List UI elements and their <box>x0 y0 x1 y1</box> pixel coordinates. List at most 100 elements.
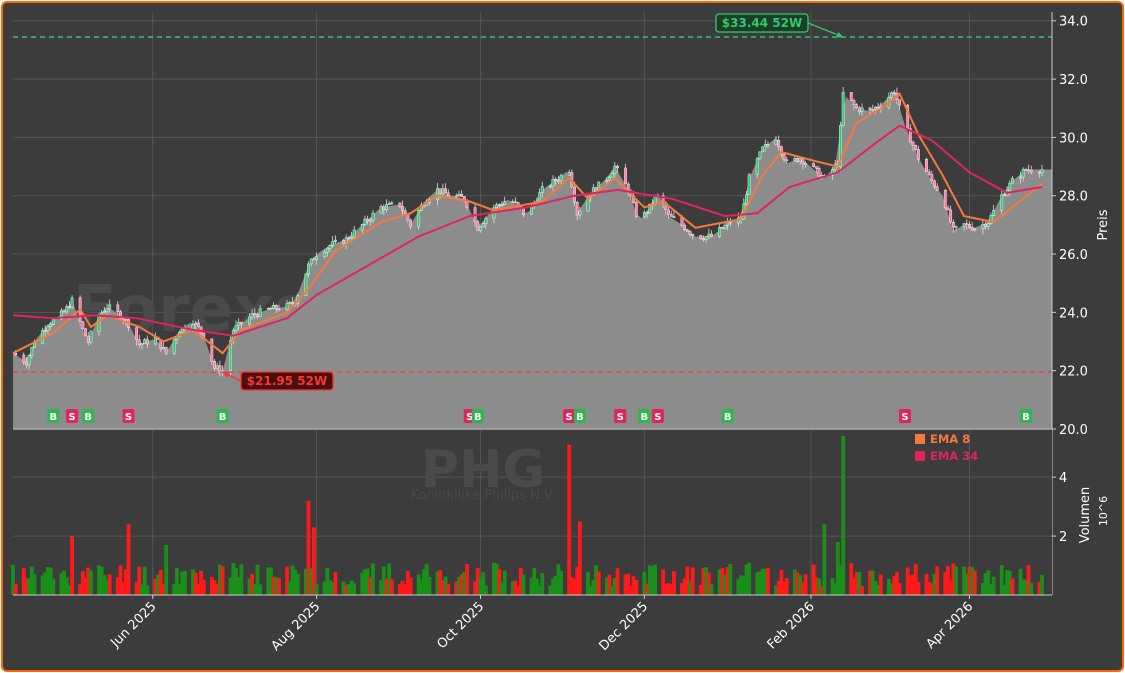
ticker-watermark: PHG <box>421 440 545 500</box>
candle-body <box>438 188 442 194</box>
volume-bar <box>309 568 314 595</box>
candle-body <box>441 188 445 194</box>
volume-bar <box>502 570 507 595</box>
candle-body <box>849 92 853 101</box>
volume-bar <box>811 564 816 595</box>
signal-label: B <box>724 412 732 423</box>
volume-bar <box>368 577 373 595</box>
volume-bar <box>21 568 26 595</box>
volume-bar <box>408 577 413 595</box>
candle-body <box>403 210 407 215</box>
volume-bar <box>424 564 429 595</box>
volume-bar <box>537 585 542 595</box>
candle-body <box>514 201 517 203</box>
volume-bar <box>755 572 760 595</box>
volume-bar <box>763 568 768 595</box>
volume-bar <box>177 584 182 595</box>
volume-bar <box>234 568 238 595</box>
price-tick-label: 22.0 <box>1059 365 1088 380</box>
volume-bar <box>102 574 107 595</box>
price-area <box>13 90 1052 429</box>
candle-body <box>1040 169 1044 174</box>
candle-body <box>874 106 877 110</box>
volume-bar <box>70 536 75 595</box>
volume-bar <box>889 583 894 595</box>
candle-body <box>446 192 450 197</box>
candle-body <box>702 238 705 241</box>
volume-bar <box>672 571 676 595</box>
volume-bar <box>142 566 147 595</box>
volume-bar <box>873 580 878 595</box>
volume-bar <box>465 564 469 595</box>
volume-bar <box>252 584 257 595</box>
high-52w-label: $33.44 52W <box>722 16 802 30</box>
volume-bar <box>1040 574 1044 595</box>
candle-body <box>503 201 507 205</box>
volume-bar <box>991 576 996 595</box>
volume-bar <box>927 582 932 595</box>
candle-body <box>145 339 149 345</box>
legend-label-ema8: EMA 8 <box>930 432 970 446</box>
volume-bar <box>946 565 950 595</box>
volume-bar <box>833 583 838 595</box>
candle-body <box>291 301 294 304</box>
volume-bar <box>860 585 864 595</box>
high-52w-arrowhead <box>836 31 844 38</box>
candle-body <box>672 216 676 218</box>
volume-bar <box>868 570 872 595</box>
volume-bar <box>250 574 255 595</box>
volume-bar <box>236 577 241 595</box>
volume-bar <box>462 571 467 595</box>
signal-label: S <box>125 412 132 423</box>
price-tick-label: 20.0 <box>1059 423 1088 438</box>
candle-body <box>567 172 571 176</box>
candle-body <box>137 339 141 345</box>
volume-bar <box>529 577 534 595</box>
volume-bar <box>951 563 956 595</box>
volume-bar <box>217 564 222 595</box>
volume-bar <box>623 574 628 595</box>
volume-bar <box>747 562 752 595</box>
candle-body <box>237 321 241 326</box>
volume-bar <box>325 568 330 595</box>
candle-body <box>14 352 18 356</box>
volume-bar <box>586 572 590 595</box>
candle-body <box>868 107 872 110</box>
candle-body <box>401 206 404 211</box>
volume-bar <box>980 582 985 595</box>
price-tick-label: 32.0 <box>1059 73 1088 88</box>
volume-bar <box>24 578 29 595</box>
volume-bar <box>999 565 1004 595</box>
volume-bar <box>704 567 709 595</box>
x-tick-label: Apr 2026 <box>923 599 976 652</box>
volume-bar <box>913 564 918 595</box>
candle-body <box>801 158 805 164</box>
volume-bar <box>303 568 308 595</box>
legend-swatch-ema34 <box>915 451 925 461</box>
candle-body <box>986 223 990 227</box>
volume-bar <box>647 565 652 595</box>
volume-bar <box>403 584 408 595</box>
volume-bar <box>698 585 703 595</box>
candle-body <box>841 92 845 126</box>
volume-bar <box>972 570 977 595</box>
candle-body <box>704 236 708 240</box>
candle-body <box>476 221 480 231</box>
candle-body <box>575 202 579 216</box>
volume-bar <box>814 577 819 595</box>
candle-body <box>495 204 499 208</box>
chart-svg: Forexsignale.trade $33.44 52W$21.95 52W … <box>11 12 1111 654</box>
volume-bar <box>322 581 327 595</box>
volume-bar <box>478 577 483 595</box>
volume-bar <box>258 584 263 595</box>
volume-bar <box>575 566 580 595</box>
candle-body <box>325 247 329 253</box>
candle-body <box>634 202 638 217</box>
candle-body <box>538 192 541 203</box>
price-tick-label: 34.0 <box>1059 15 1088 30</box>
candle-body <box>371 212 375 221</box>
volume-bar <box>446 584 451 595</box>
candle-body <box>548 185 552 188</box>
volume-bar <box>929 583 934 595</box>
candle-body <box>258 308 262 317</box>
